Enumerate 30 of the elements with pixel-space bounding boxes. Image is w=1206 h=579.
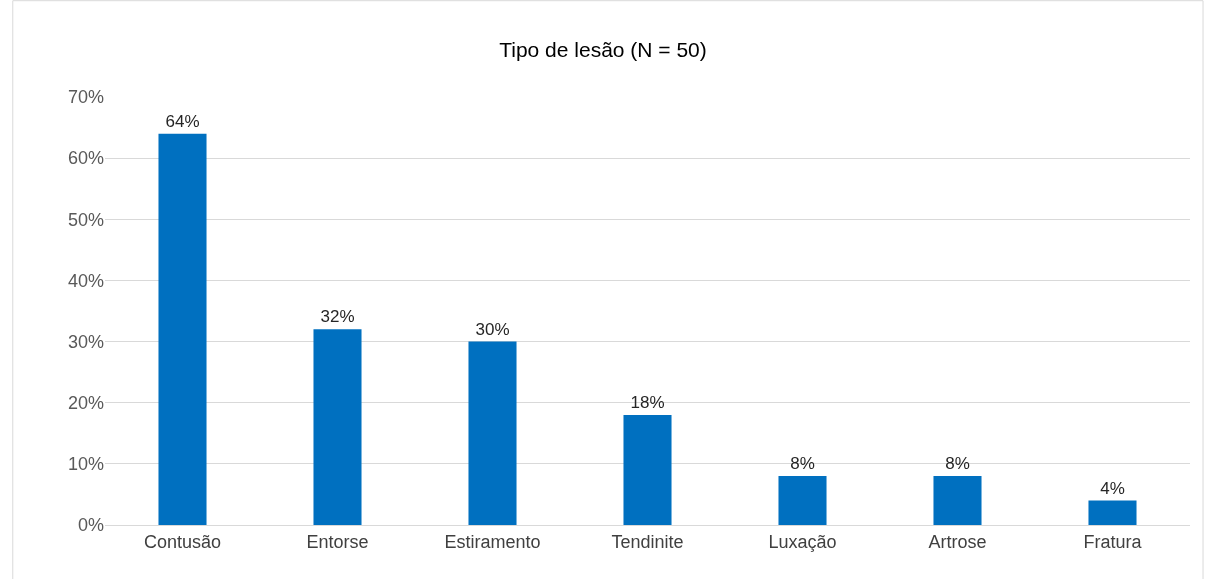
x-tick-label: Contusão [143, 531, 222, 552]
x-tick-label: Luxação [768, 531, 837, 552]
x-tick-label: Entorse [306, 531, 369, 552]
data-label: 32% [320, 307, 355, 327]
y-tick-label: 10% [67, 454, 104, 475]
data-label: 8% [945, 454, 970, 474]
y-tick-label: 0% [77, 515, 104, 536]
y-tick-label: 20% [67, 393, 104, 414]
y-tick-label: 40% [67, 270, 104, 291]
y-tick-label: 30% [67, 331, 104, 352]
y-tick-label: 60% [67, 148, 104, 169]
bar [623, 414, 672, 525]
x-tick-label: Fratura [1083, 531, 1143, 552]
bar [158, 133, 207, 525]
data-label: 30% [475, 319, 510, 339]
y-tick-label: 70% [67, 87, 104, 108]
x-tick-label: Artrose [928, 531, 987, 552]
data-label: 18% [630, 392, 665, 412]
data-label: 4% [1100, 478, 1125, 498]
chart-title: Tipo de lesão (N = 50) [499, 37, 707, 61]
bar [313, 329, 362, 525]
bar [468, 341, 517, 525]
x-tick-label: Tendinite [611, 531, 684, 552]
data-label: 64% [165, 111, 200, 131]
y-tick-label: 50% [67, 209, 104, 230]
bar [933, 476, 982, 525]
x-tick-label: Estiramento [444, 531, 541, 552]
bar [1088, 500, 1137, 525]
bar [778, 476, 827, 525]
data-label: 8% [790, 454, 815, 474]
